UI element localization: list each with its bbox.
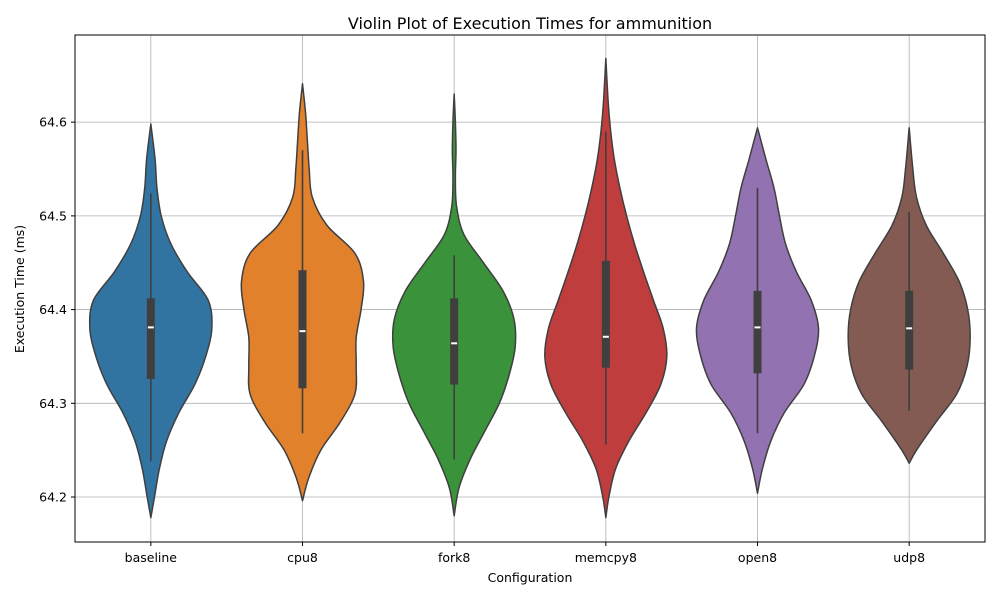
y-tick-label: 64.3	[39, 396, 67, 411]
y-axis-ticks: 64.2 64.3 64.4 64.5 64.6	[39, 115, 75, 505]
violin-iqr-box	[298, 270, 307, 389]
violin-iqr-box	[753, 290, 762, 374]
plot-frame	[74, 34, 986, 543]
violin-iqr-box	[601, 260, 610, 368]
x-tick-label: baseline	[125, 550, 178, 565]
violin-udp8	[847, 127, 971, 465]
x-axis-ticks: baseline cpu8 fork8 memcpy8 open8 udp8	[125, 542, 925, 565]
violin-fork8	[391, 93, 517, 517]
chart-title: Violin Plot of Execution Times for ammun…	[348, 14, 712, 33]
violin-open8	[695, 127, 820, 495]
violin-iqr-box	[905, 290, 914, 370]
x-axis-label: Configuration	[488, 570, 573, 585]
violin-iqr-box	[146, 298, 155, 379]
x-tick-label: cpu8	[287, 550, 318, 565]
violin-memcpy8	[544, 57, 668, 519]
x-tick-label: fork8	[438, 550, 470, 565]
y-tick-label: 64.4	[39, 302, 67, 317]
violin-iqr-box	[450, 298, 459, 385]
x-tick-label: open8	[738, 550, 777, 565]
y-tick-label: 64.2	[39, 490, 67, 505]
y-tick-label: 64.5	[39, 208, 67, 223]
violins	[88, 57, 971, 519]
violin-baseline	[88, 123, 213, 519]
y-axis-label: Execution Time (ms)	[12, 225, 27, 353]
y-tick-label: 64.6	[39, 115, 67, 130]
x-tick-label: memcpy8	[575, 550, 637, 565]
violin-cpu8	[240, 82, 365, 502]
x-tick-label: udp8	[893, 550, 925, 565]
